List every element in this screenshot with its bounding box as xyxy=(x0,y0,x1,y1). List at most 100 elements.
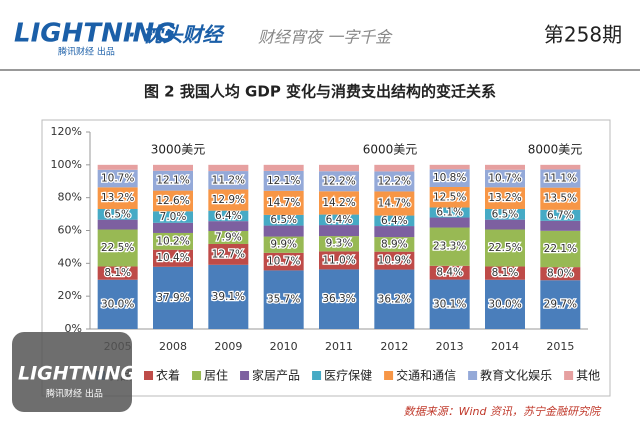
data-label: 22.5% xyxy=(488,242,521,254)
x-tick-label: 2013 xyxy=(436,340,464,353)
bar-segment xyxy=(208,171,249,190)
legend-swatch xyxy=(144,371,154,380)
bar-segment xyxy=(540,209,581,221)
data-label: 11.0% xyxy=(322,254,355,266)
data-label: 10.7% xyxy=(267,256,300,268)
data-label: 22.1% xyxy=(544,243,577,255)
bar-segment xyxy=(263,190,304,215)
legend-swatch xyxy=(384,371,394,380)
data-label: 8.1% xyxy=(492,267,519,279)
y-tick-label: 60% xyxy=(58,224,82,237)
slogan: 财经宵夜 一字千金 xyxy=(258,28,393,47)
y-tick-label: 120% xyxy=(51,125,82,138)
bar-segment xyxy=(153,170,193,191)
annotation: 8000美元 xyxy=(528,143,583,157)
data-label: 9.3% xyxy=(326,238,353,250)
logo-sub: 腾讯财经 出品 xyxy=(58,46,115,58)
bar-segment xyxy=(540,230,581,268)
annotation: 6000美元 xyxy=(363,143,418,157)
x-tick-label: 2008 xyxy=(159,340,187,353)
bar-segment xyxy=(485,208,525,220)
data-label: 30.0% xyxy=(488,298,521,310)
bar-segment xyxy=(540,280,581,329)
data-label: 12.2% xyxy=(322,175,355,187)
bar-segment xyxy=(263,236,304,253)
bar-segment xyxy=(429,207,470,218)
data-label: 6.5% xyxy=(492,208,519,220)
bar-segment xyxy=(153,222,193,233)
bar-segment xyxy=(540,187,581,210)
bar-segment xyxy=(319,236,359,252)
data-label: 14.7% xyxy=(378,197,411,209)
bar-segment xyxy=(319,214,359,226)
y-tick-label: 100% xyxy=(51,158,82,171)
data-label: 13.5% xyxy=(544,193,577,205)
bar-segment xyxy=(208,210,249,222)
watermark-logo: LIGHTNING xyxy=(18,363,136,385)
bar-segment xyxy=(263,170,304,191)
legend-swatch xyxy=(312,371,322,380)
data-label: 6.7% xyxy=(547,209,574,221)
bar-segment xyxy=(208,221,249,231)
plot: 0%20%40%60%80%100%120%200530.0%8.1%22.5%… xyxy=(51,125,601,383)
bar-segment xyxy=(540,267,581,281)
bar-segment xyxy=(153,211,193,223)
bar-segment xyxy=(97,164,138,170)
bar-segment xyxy=(208,264,249,329)
data-label: 8.1% xyxy=(104,267,131,279)
bar-segment xyxy=(208,230,249,244)
data-label: 14.2% xyxy=(322,197,355,209)
bar-segment xyxy=(319,225,359,237)
legend-swatch xyxy=(468,371,478,380)
data-label: 6.4% xyxy=(215,210,242,222)
legend-swatch xyxy=(192,371,202,380)
x-tick-label: 2014 xyxy=(491,340,519,353)
bar-segment xyxy=(485,219,525,230)
data-label: 7.9% xyxy=(215,231,242,243)
bar-segment xyxy=(429,169,470,187)
bar-segment xyxy=(374,237,415,252)
legend-swatch xyxy=(564,371,574,380)
data-label: 37.9% xyxy=(156,292,189,304)
data-label: 12.6% xyxy=(156,195,189,207)
data-label: 10.2% xyxy=(156,235,189,247)
data-label: 30.1% xyxy=(433,298,466,310)
legend-label: 家居产品 xyxy=(252,368,300,383)
y-tick-label: 20% xyxy=(58,289,82,302)
data-label: 11.2% xyxy=(212,174,245,186)
bar-segment xyxy=(429,186,470,208)
bar-segment xyxy=(485,169,525,188)
bar-segment xyxy=(208,164,249,172)
data-label: 10.7% xyxy=(488,173,521,185)
bar-segment xyxy=(429,279,470,329)
bar-segment xyxy=(153,164,193,171)
bar-segment xyxy=(208,189,249,211)
data-label: 10.8% xyxy=(433,172,466,184)
bar-segment xyxy=(319,269,359,329)
data-label: 6.5% xyxy=(104,208,131,220)
y-tick-label: 80% xyxy=(58,191,82,204)
data-label: 11.1% xyxy=(544,173,577,185)
bar-segment xyxy=(485,229,525,267)
bar-segment xyxy=(374,251,415,270)
source: 数据来源：Wind 资讯，苏宁金融研究院 xyxy=(404,405,602,418)
bar-segment xyxy=(319,251,359,270)
brand: · 枕头财经 xyxy=(128,23,226,47)
data-label: 36.2% xyxy=(378,293,411,305)
x-tick-label: 2009 xyxy=(214,340,242,353)
bar-segment xyxy=(485,187,525,209)
watermark-bg xyxy=(12,332,132,412)
bar-segment xyxy=(429,164,470,170)
bar-segment xyxy=(153,232,193,250)
bar-segment xyxy=(97,279,138,329)
data-label: 6.5% xyxy=(270,214,297,226)
bar-segment xyxy=(374,226,415,238)
legend-label: 衣着 xyxy=(156,368,180,383)
bar-segment xyxy=(153,249,193,267)
bar-segment xyxy=(319,171,359,192)
data-label: 12.9% xyxy=(212,194,245,206)
data-label: 14.7% xyxy=(267,197,300,209)
bar-segment xyxy=(374,191,415,216)
bar-segment xyxy=(208,243,249,265)
